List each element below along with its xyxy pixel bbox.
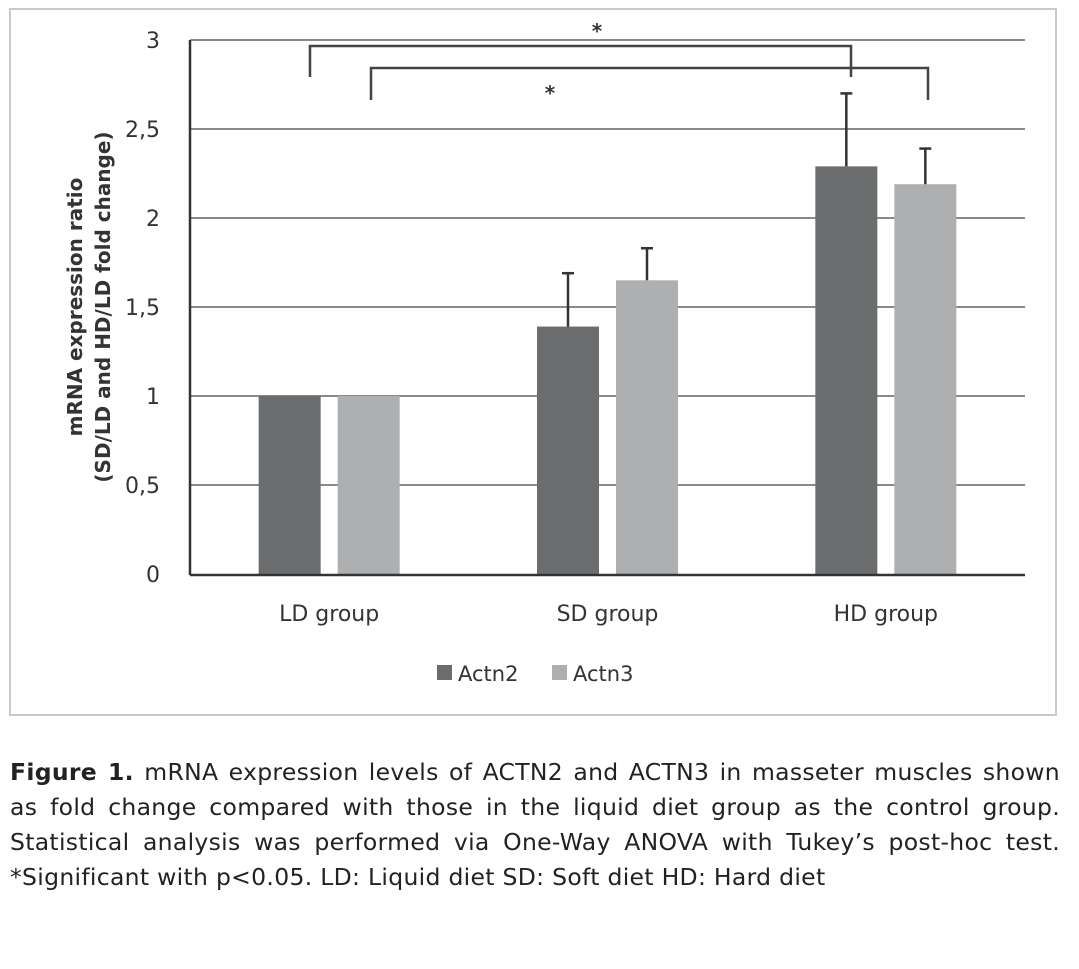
y-tick-label: 1 <box>146 385 160 410</box>
significance-bracket-actn3 <box>369 66 930 100</box>
bar-actn3-ld <box>337 396 400 574</box>
legend-label-actn2: Actn2 <box>458 662 518 686</box>
chart-frame <box>9 8 1057 716</box>
bar-actn2-sd <box>537 326 599 574</box>
bar-actn2-ld <box>258 396 321 574</box>
legend: Actn2 Actn3 <box>437 662 633 686</box>
significance-star-actn3: * <box>545 81 556 105</box>
x-category-label: HD group <box>834 602 938 627</box>
y-tick-label: 2 <box>146 207 160 232</box>
x-category-label: LD group <box>279 602 379 627</box>
gridlines <box>190 39 1025 486</box>
figure-caption: Figure 1. mRNA expression levels of ACTN… <box>10 755 1060 895</box>
y-tick-labels: 0 0,5 1 1,5 2 2,5 3 <box>125 29 160 588</box>
axes <box>188 40 1025 577</box>
y-tick-label: 0 <box>146 563 160 588</box>
significance-brackets: * * <box>308 19 930 105</box>
y-axis-title-line-1: mRNA expression ratio <box>63 178 87 437</box>
legend-label-actn3: Actn3 <box>573 662 633 686</box>
caption-label: Figure 1. <box>10 758 134 786</box>
bar-actn3-sd <box>616 280 678 574</box>
y-tick-label: 0,5 <box>125 474 160 499</box>
legend-swatch-actn2 <box>437 665 452 680</box>
y-axis-title: mRNA expression ratio (SD/LD and HD/LD f… <box>63 131 115 482</box>
y-tick-label: 1,5 <box>125 296 160 321</box>
bar-chart: 0 0,5 1 1,5 2 2,5 3 LD group SD group HD group m… <box>63 19 1025 686</box>
y-tick-label: 3 <box>146 29 160 54</box>
y-axis-title-line-2: (SD/LD and HD/LD fold change) <box>91 131 115 482</box>
x-category-labels: LD group SD group HD group <box>279 602 938 627</box>
significance-bracket-actn2 <box>308 44 853 77</box>
legend-swatch-actn3 <box>552 665 567 680</box>
bar-actn3-hd <box>894 184 957 574</box>
error-bars <box>562 92 932 327</box>
caption-text: mRNA expression levels of ACTN2 and ACTN… <box>10 758 1060 891</box>
bar-actn2-hd <box>815 166 878 574</box>
bars <box>258 166 957 574</box>
y-tick-label: 2,5 <box>125 118 160 143</box>
x-category-label: SD group <box>557 602 659 627</box>
significance-star-actn2: * <box>592 19 603 43</box>
